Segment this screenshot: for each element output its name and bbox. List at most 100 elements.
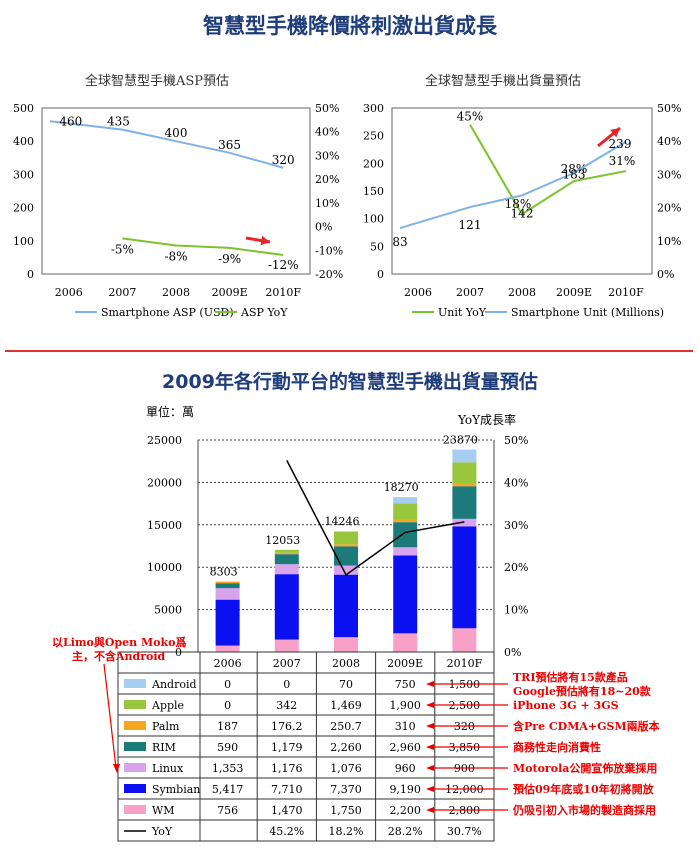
x-tick-label: 2010F <box>608 286 644 299</box>
table-cell: 2,260 <box>330 741 362 754</box>
table-row-label: Symbian <box>152 783 200 796</box>
table-cell: 1,750 <box>330 804 362 817</box>
table-row-label: YoY <box>151 825 173 838</box>
bar-segment-wm <box>452 628 477 652</box>
table-row-label: Android <box>151 678 197 691</box>
table-row-label: RIM <box>152 741 176 754</box>
data-label: 142 <box>511 206 534 220</box>
bar-segment-android <box>452 449 477 463</box>
unit-chart: 0 50 100 150 200 250 300 0% 10% 20% 30% 40% 50% 2006 2… <box>363 102 681 319</box>
annotation-arrow-head <box>426 765 434 771</box>
table-header-cell: 2007 <box>273 657 301 670</box>
y-right-tick-label: 20% <box>315 173 339 186</box>
annotation-arrow-head <box>426 723 434 729</box>
data-label: -12% <box>268 258 299 272</box>
legend-label: Unit YoY <box>438 306 487 319</box>
section2-title: 2009年各行動平台的智慧型手機出貨量預估 <box>162 371 538 393</box>
table-cell: 9,190 <box>389 783 421 796</box>
table-cell: 28.2% <box>388 825 423 838</box>
bar-segment-linux <box>452 518 477 527</box>
bar-segment-symbian <box>393 555 418 634</box>
series-line-1 <box>122 237 284 257</box>
plot-frame <box>41 107 311 275</box>
x-tick-label: 2010F <box>265 286 301 299</box>
annotation-arrow-head <box>426 744 434 750</box>
table-cell: 342 <box>276 699 297 712</box>
data-label: -9% <box>218 252 241 266</box>
bar-segment-wm <box>274 639 299 652</box>
y-left-tick-label: 50 <box>370 240 384 253</box>
x-tick-label: 2007 <box>108 286 136 299</box>
y-right-tick-label: 20% <box>504 561 528 574</box>
annotation-linux: Motorola公開宣佈放棄採用 <box>513 761 657 775</box>
table-cell: 2,960 <box>389 741 421 754</box>
table-cell: 1,076 <box>330 762 362 775</box>
total-label: 23870 <box>443 434 478 447</box>
total-label: 8303 <box>210 566 238 579</box>
bar-segment-android <box>334 531 358 532</box>
asp-chart: 0 100 200 300 400 500 -20% -10% 0% 10% 20% 30% 40% 50… <box>13 102 343 319</box>
y-right-tick-label: 30% <box>315 149 339 162</box>
bar-segment-linux <box>215 588 240 600</box>
chart1-title: 全球智慧型手機ASP預估 <box>85 74 230 89</box>
table-cell: 590 <box>217 741 238 754</box>
annotation-arrow-head <box>426 681 434 687</box>
legend-swatch-android <box>124 679 146 688</box>
data-label: 121 <box>459 218 482 232</box>
x-tick-label: 2008 <box>162 286 190 299</box>
legend-swatch-palm <box>124 721 146 730</box>
bar-segment-rim <box>334 546 358 566</box>
bar-segment-palm <box>334 544 358 547</box>
y-left-tick-label: 100 <box>13 235 34 248</box>
table-cell: 18.2% <box>329 825 364 838</box>
table-cell: 310 <box>395 720 416 733</box>
annotation-symbian: 預估09年底或10年初將開放 <box>513 782 655 796</box>
data-label: 45% <box>457 110 484 124</box>
bar-segment-apple <box>452 462 477 484</box>
bar-segment-symbian <box>452 526 477 629</box>
unit-label: 單位：萬 <box>146 404 194 419</box>
y-left-tick-label: 20000 <box>147 476 182 489</box>
section-divider <box>5 350 693 352</box>
table-cell: 0 <box>224 699 231 712</box>
y-left-tick-label: 300 <box>363 102 384 115</box>
bar-segment-android <box>393 497 418 504</box>
table-header-cell: 2009E <box>387 657 423 670</box>
y-right-tick-label: 10% <box>657 235 681 248</box>
trend-arrow-head <box>260 235 270 246</box>
y-right-tick-label: 10% <box>315 197 339 210</box>
total-label: 18270 <box>384 481 419 494</box>
data-label: 239 <box>609 137 632 151</box>
trend-arrow-head <box>610 128 620 138</box>
chart2-title: 全球智慧型手機出貨量預估 <box>425 74 582 89</box>
annotation-android: TRI預估將有15款產品 <box>513 670 628 684</box>
table-cell: 960 <box>395 762 416 775</box>
y-left-tick-label: 10000 <box>147 561 182 574</box>
annotation-pointer <box>103 663 117 769</box>
table-cell: 30.7% <box>447 825 482 838</box>
x-tick-label: 2009E <box>212 286 248 299</box>
table-cell: 1,469 <box>330 699 362 712</box>
bar-segment-symbian <box>274 574 299 640</box>
data-label: 28% <box>561 162 588 176</box>
bar-segment-rim <box>452 486 477 519</box>
x-tick-label: 2006 <box>55 286 83 299</box>
y-left-tick-label: 150 <box>363 185 384 198</box>
bar-segment-linux <box>334 565 358 575</box>
data-label: -8% <box>164 250 187 264</box>
table-cell: 1,900 <box>389 699 421 712</box>
y-right-tick-label: -10% <box>315 244 343 257</box>
bar-segment-rim <box>393 522 418 548</box>
legend-swatch-linux <box>124 763 146 772</box>
bar-segment-rim <box>215 583 240 589</box>
data-label: -5% <box>111 242 134 256</box>
data-label: 31% <box>609 154 636 168</box>
bar-segment-apple <box>274 549 299 553</box>
table-row-label: Linux <box>152 762 184 775</box>
total-label: 14246 <box>325 515 360 528</box>
annotation-arrow-head <box>426 786 434 792</box>
plot-frame <box>391 107 653 275</box>
y-right-tick-label: 0% <box>315 221 332 234</box>
bar-segment-palm <box>393 519 418 523</box>
total-label: 12053 <box>265 534 300 547</box>
